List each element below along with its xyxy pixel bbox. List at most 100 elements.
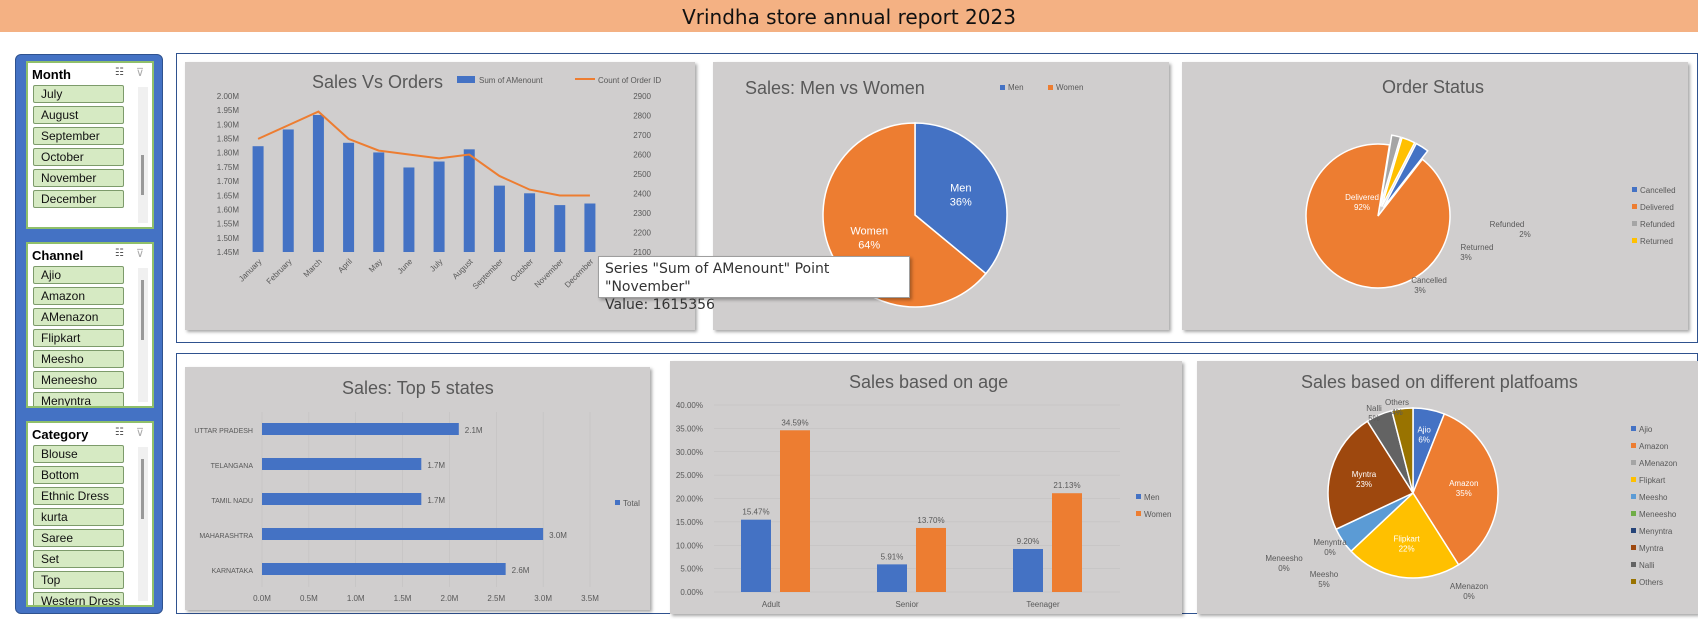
bar-data-label: 34.59% [781, 418, 808, 427]
pie-label-value: 0% [1324, 548, 1336, 557]
slicer-item[interactable]: Bottom [33, 466, 124, 484]
slicer-item[interactable]: Saree [33, 529, 124, 547]
bar [780, 430, 810, 592]
slicer-item[interactable]: Meneesho [33, 371, 124, 389]
bar [584, 203, 596, 252]
bar [1013, 548, 1043, 592]
legend-label: Flipkart [1639, 476, 1666, 485]
slicer-header: Channel ☷ ⊽ [28, 244, 152, 266]
slicer-channel[interactable]: Channel ☷ ⊽ Ajio Amazon AMenazon Flipkart Me… [26, 242, 154, 408]
slicer-month[interactable]: Month ☷ ⊽ July August September October Nove… [26, 61, 154, 229]
bar [524, 193, 536, 252]
bar [262, 458, 422, 470]
pie-label-value: 3% [1460, 253, 1472, 262]
y-axis-tick-label: 1.70M [217, 177, 240, 186]
bar [916, 527, 946, 592]
slicer-item[interactable]: kurta [33, 508, 124, 526]
y-axis-tick-label: UTTAR PRADESH [194, 428, 253, 435]
slicer-title: Category [32, 427, 89, 442]
top-states-svg: Sales: Top 5 states 0.0M 0.5M 1.0M 1.5M 2.0M… [194, 378, 640, 603]
legend-label: Amazon [1639, 442, 1668, 451]
bar [493, 185, 505, 252]
legend-label: AMenazon [1639, 459, 1677, 468]
slicer-item[interactable]: Menyntra [33, 392, 124, 406]
slicer-item[interactable]: Western Dress [33, 592, 124, 605]
x-axis-tick-label: 3.0M [534, 594, 552, 603]
y-axis-tick-label: 1.55M [217, 220, 240, 229]
x-axis-tick-label: August [451, 257, 476, 282]
y-axis-tick-label: MAHARASHTRA [199, 533, 253, 540]
scrollbar[interactable] [138, 268, 148, 402]
legend-label: Others [1639, 578, 1663, 587]
multi-select-icon[interactable]: ☷ [115, 427, 124, 438]
slicer-category[interactable]: Category ☷ ⊽ Blouse Bottom Ethnic Dress kur… [26, 421, 154, 607]
slicer-item[interactable]: August [33, 106, 124, 124]
men-vs-women-svg: Sales: Men vs Women Men Women Men 36% Wome… [745, 78, 1083, 308]
chart-top-states[interactable]: Sales: Top 5 states 0.0M 0.5M 1.0M 1.5M 2.0M… [185, 367, 650, 610]
pie-label-value: 4% [1391, 408, 1403, 417]
y2-axis-tick-label: 2900 [633, 92, 651, 101]
pie-label-name: Amazon [1449, 479, 1478, 488]
x-axis-tick-label: 2.5M [487, 594, 505, 603]
scrollbar[interactable] [138, 87, 148, 223]
slicer-item[interactable]: July [33, 85, 124, 103]
slicer-title: Channel [32, 248, 84, 263]
y-axis-tick-label: 1.75M [217, 163, 240, 172]
x-axis-tick-label: Senior [895, 600, 918, 609]
pie-label-name: Refunded [1490, 220, 1525, 229]
bar [343, 142, 355, 252]
clear-filter-icon[interactable]: ⊽ [135, 248, 144, 260]
legend-label: Ajio [1639, 425, 1653, 434]
slicer-item[interactable]: Ethnic Dress [33, 487, 124, 505]
legend-label: Meesho [1639, 493, 1668, 502]
pie-label-name: Others [1385, 398, 1409, 407]
slicer-item[interactable]: November [33, 169, 124, 187]
legend-label: Cancelled [1640, 186, 1676, 195]
chart-sales-by-age[interactable]: Sales based on age 0.00% 5.00% 10.00% 15.00… [670, 361, 1182, 614]
bar [403, 167, 415, 252]
legend-swatch [1136, 511, 1141, 516]
pie-label-name: Myntra [1352, 470, 1377, 479]
slicer-item[interactable]: Set [33, 550, 124, 568]
y-axis-tick-label: 30.00% [676, 448, 703, 457]
x-axis-tick-label: July [428, 257, 444, 273]
slicer-item[interactable]: Blouse [33, 445, 124, 463]
y2-axis-tick-label: 2500 [633, 170, 651, 179]
bar [373, 152, 385, 252]
multi-select-icon[interactable]: ☷ [115, 67, 124, 78]
slicer-item[interactable]: October [33, 148, 124, 166]
clear-filter-icon[interactable]: ⊽ [135, 67, 144, 79]
slicer-item[interactable]: Meesho [33, 350, 124, 368]
sales-by-platform-svg: Sales based on different platfoams Ajio6… [1265, 372, 1677, 601]
slicer-item[interactable]: December [33, 190, 124, 208]
chart-title: Sales: Top 5 states [342, 378, 494, 398]
bar [554, 205, 566, 252]
slicer-item[interactable]: Flipkart [33, 329, 124, 347]
slicer-item[interactable]: Ajio [33, 266, 124, 284]
chart-order-status[interactable]: Order Status Delivered 92% Refunded 2% Retur… [1182, 62, 1688, 330]
pie-label-value: 5% [1318, 580, 1330, 589]
pie-label-value: 5% [1368, 414, 1380, 423]
pie-label-value: 92% [1354, 203, 1370, 212]
bar-data-label: 1.7M [427, 461, 445, 470]
x-axis-tick-label: April [336, 257, 354, 275]
pie-label-value: 0% [1278, 564, 1290, 573]
x-axis-tick-label: October [509, 257, 536, 284]
pie-slice-cancelled [1382, 142, 1429, 209]
clear-filter-icon[interactable]: ⊽ [135, 427, 144, 439]
chart-sales-by-platform[interactable]: Sales based on different platfoams Ajio 6… [1197, 361, 1698, 614]
legend-swatch [1632, 221, 1637, 226]
order-status-svg: Order Status Delivered92%Refunded2%Retur… [1305, 77, 1676, 295]
scrollbar[interactable] [138, 447, 148, 601]
slicer-item[interactable]: Amazon [33, 287, 124, 305]
pie-slice-delivered [1305, 143, 1451, 289]
pie-label-value: 6% [1418, 436, 1430, 445]
slicer-item[interactable]: AMenazon [33, 308, 124, 326]
legend-swatch [1136, 494, 1141, 499]
multi-select-icon[interactable]: ☷ [115, 248, 124, 259]
slicer-item[interactable]: Top [33, 571, 124, 589]
bar-data-label: 5.91% [881, 552, 904, 561]
y-axis-tick-label: 1.65M [217, 191, 240, 200]
x-axis-tick-label: November [533, 257, 566, 290]
slicer-item[interactable]: September [33, 127, 124, 145]
